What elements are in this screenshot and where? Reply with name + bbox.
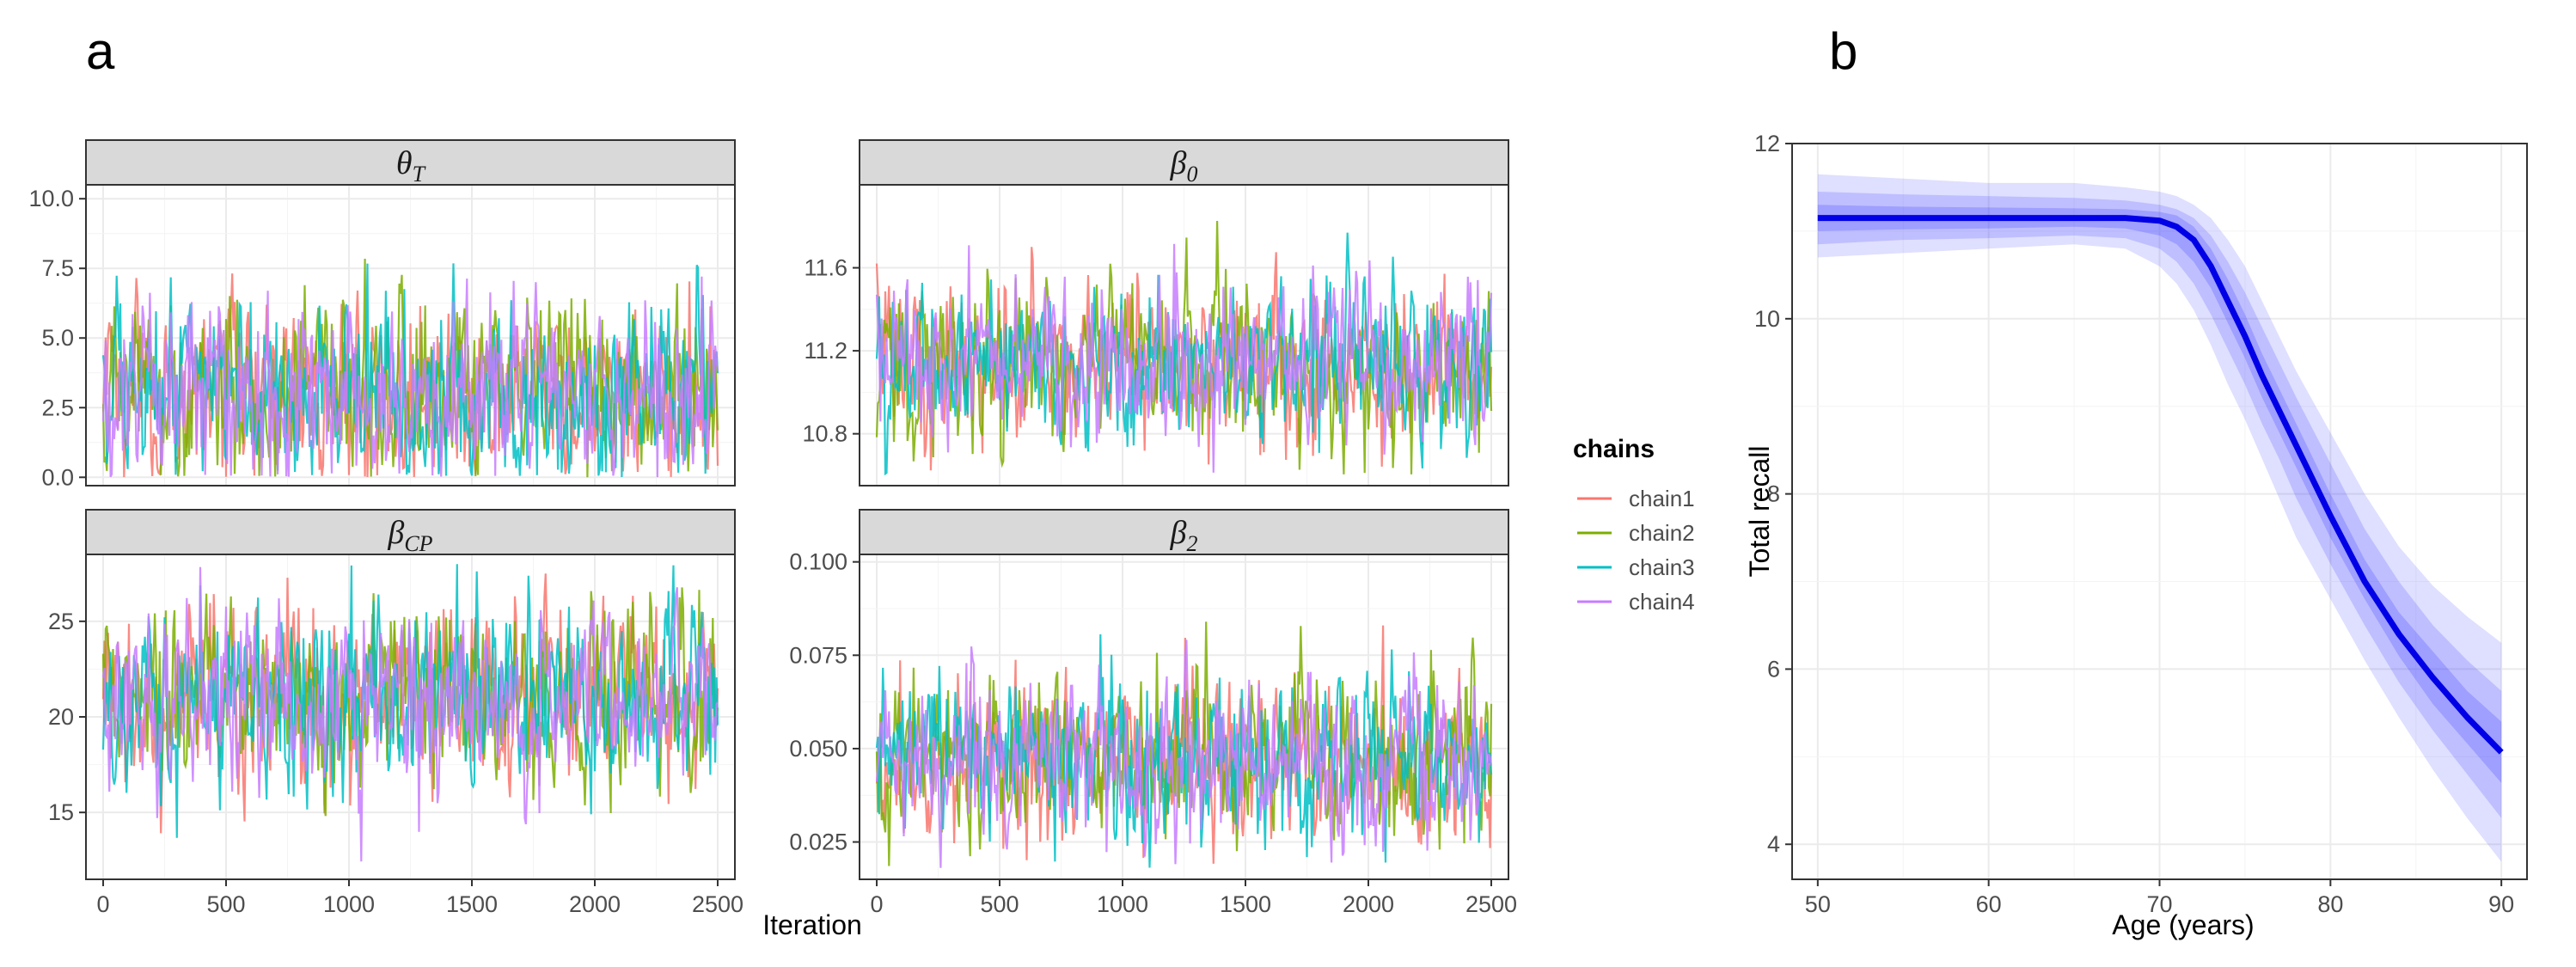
x-tick-label: 1500 xyxy=(446,891,498,917)
facet-border xyxy=(859,184,1509,487)
legend-label-chain1: chain1 xyxy=(1629,486,1695,511)
y-tick-label: 2.5 xyxy=(41,395,74,420)
facet-border xyxy=(85,184,736,487)
mean-fit-line xyxy=(1817,215,2504,755)
x-tick-label: 60 xyxy=(1976,891,2002,917)
y-tick-label: 25 xyxy=(48,609,74,634)
x-tick-label: 0 xyxy=(871,891,884,917)
model-fit-panel: 50 60 70 80 90 4 6 8 10 12 xyxy=(1754,131,2528,917)
y-tick-label: 11.6 xyxy=(804,255,847,281)
trace-series-group xyxy=(875,621,1493,868)
trace-x-axis-title: Iteration xyxy=(762,909,862,940)
x-tick-label: 90 xyxy=(2488,891,2514,917)
facet-1: β0 10.8 11.2 11.6 xyxy=(802,139,1509,487)
legend-title: chains xyxy=(1573,435,1655,463)
x-tick-label: 0 xyxy=(97,891,110,917)
facet-strip-label: βCP xyxy=(387,515,432,556)
x-tick-label: 1000 xyxy=(323,891,375,917)
y-tick-label: 10.8 xyxy=(802,421,847,447)
y-tick-label: 7.5 xyxy=(41,255,74,281)
x-tick-label: 2000 xyxy=(569,891,621,917)
trace-plot-panels: θT 0.0 2.5 5.0 7.5 10.0 β0 10.8 11.2 11.6 βCP 15 20 2… xyxy=(28,139,1517,917)
fit-x-axis-title: Age (years) xyxy=(2112,909,2254,940)
facet-border xyxy=(859,554,1509,880)
facet-strip-label: β0 xyxy=(1170,145,1198,187)
x-tick-label: 500 xyxy=(206,891,245,917)
trace-series-group xyxy=(875,220,1493,476)
x-tick-label: 2500 xyxy=(1465,891,1517,917)
facet-strip xyxy=(85,509,736,555)
facet-3: β2 0.025 0.050 0.075 0.100 0 500 1000 1500 2000 25… xyxy=(789,509,1517,917)
panel-label-a: a xyxy=(86,22,115,80)
facet-strip xyxy=(85,139,736,186)
y-tick-label: 0.025 xyxy=(789,829,847,855)
y-tick-label: 20 xyxy=(48,704,74,730)
y-tick-label: 10 xyxy=(1754,306,1780,332)
trace-line-chain4 xyxy=(101,566,719,862)
trace-series-group xyxy=(101,564,719,862)
facet-0: θT 0.0 2.5 5.0 7.5 10.0 xyxy=(28,139,736,490)
legend-label-chain4: chain4 xyxy=(1629,589,1695,615)
facet-2: βCP 15 20 25 0 500 1000 1500 2000 2500 xyxy=(48,509,743,917)
x-tick-label: 500 xyxy=(980,891,1019,917)
y-tick-label: 0.050 xyxy=(789,736,847,762)
trace-line-chain4 xyxy=(875,243,1493,473)
y-tick-label: 10.0 xyxy=(28,186,74,211)
credible-band-outer xyxy=(1817,174,2502,862)
y-tick-label: 6 xyxy=(1767,656,1780,682)
panel-label-b: b xyxy=(1829,22,1857,80)
x-tick-label: 50 xyxy=(1805,891,1831,917)
x-tick-label: 80 xyxy=(2317,891,2343,917)
x-tick-label: 2000 xyxy=(1343,891,1394,917)
trace-line-chain4 xyxy=(875,640,1493,868)
x-tick-label: 1500 xyxy=(1220,891,1271,917)
y-tick-label: 11.2 xyxy=(804,338,847,364)
x-tick-label: 2500 xyxy=(692,891,743,917)
y-tick-label: 5.0 xyxy=(41,325,74,351)
y-tick-label: 15 xyxy=(48,799,74,825)
facet-strip-label: β2 xyxy=(1170,515,1198,556)
x-tick-label: 70 xyxy=(2146,891,2172,917)
legend-label-chain3: chain3 xyxy=(1629,554,1695,580)
trace-line-chain2 xyxy=(875,621,1493,866)
y-tick-label: 0.075 xyxy=(789,642,847,668)
trace-line-chain4 xyxy=(101,276,719,478)
y-tick-label: 8 xyxy=(1767,481,1780,507)
y-tick-label: 0.0 xyxy=(41,464,74,490)
facet-strip-label: θT xyxy=(396,145,426,187)
legend-label-chain2: chain2 xyxy=(1629,520,1695,546)
chains-legend: chains chain1 chain2 chain3 chain4 xyxy=(1573,435,1695,615)
trace-series-group xyxy=(101,258,719,478)
y-tick-label: 4 xyxy=(1767,831,1780,857)
fit-y-axis-title: Total recall xyxy=(1744,446,1775,578)
x-tick-label: 1000 xyxy=(1097,891,1148,917)
y-tick-label: 12 xyxy=(1754,131,1780,156)
y-tick-label: 0.100 xyxy=(789,549,847,575)
